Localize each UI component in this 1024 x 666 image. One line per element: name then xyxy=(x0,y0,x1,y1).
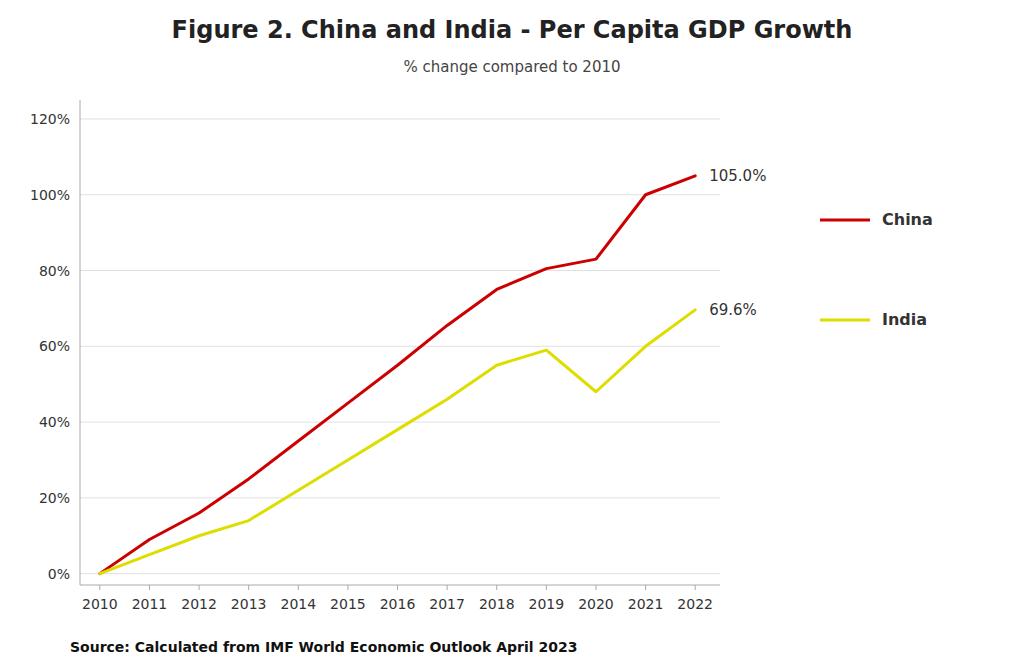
legend-swatch xyxy=(820,319,870,322)
y-tick-label: 60% xyxy=(39,338,70,354)
x-tick xyxy=(347,585,348,590)
y-tick-label: 100% xyxy=(30,187,70,203)
x-tick-label: 2016 xyxy=(380,596,416,612)
x-tick-label: 2015 xyxy=(330,596,366,612)
x-tick xyxy=(397,585,398,590)
grid-line xyxy=(80,270,720,271)
x-tick-label: 2018 xyxy=(479,596,515,612)
x-tick xyxy=(496,585,497,590)
y-tick-label: 0% xyxy=(48,566,70,582)
x-tick-label: 2014 xyxy=(280,596,316,612)
source-note: Source: Calculated from IMF World Econom… xyxy=(70,639,577,655)
lines xyxy=(100,176,695,574)
grid-line xyxy=(80,497,720,498)
x-axis-line xyxy=(80,585,720,586)
grid-line xyxy=(80,346,720,347)
subtitle: % change compared to 2010 xyxy=(403,58,620,76)
legend-label: India xyxy=(882,310,927,329)
x-tick xyxy=(248,585,249,590)
chart-svg: Figure 2. China and India - Per Capita G… xyxy=(0,0,1024,666)
y-tick-label: 120% xyxy=(30,111,70,127)
x-tick xyxy=(447,585,448,590)
end-label: 69.6% xyxy=(709,301,757,319)
x-tick-label: 2017 xyxy=(429,596,465,612)
x-tick-label: 2013 xyxy=(231,596,267,612)
y-tick-label: 40% xyxy=(39,414,70,430)
legend-label: China xyxy=(882,210,933,229)
x-tick xyxy=(298,585,299,590)
x-tick-label: 2022 xyxy=(677,596,713,612)
grid-line xyxy=(80,422,720,423)
title: Figure 2. China and India - Per Capita G… xyxy=(172,16,853,44)
background xyxy=(0,0,1024,666)
x-tick xyxy=(546,585,547,590)
y-axis-line xyxy=(80,100,81,585)
x-tick xyxy=(149,585,150,590)
x-tick xyxy=(645,585,646,590)
series-line xyxy=(100,310,695,574)
x-tick-label: 2012 xyxy=(181,596,217,612)
x-tick-label: 2019 xyxy=(529,596,565,612)
grid-line xyxy=(80,573,720,574)
legend-swatch xyxy=(820,219,870,222)
x-tick-label: 2011 xyxy=(132,596,168,612)
y-tick-label: 20% xyxy=(39,490,70,506)
grid-line xyxy=(80,118,720,119)
series-line xyxy=(100,176,695,574)
x-tick-label: 2020 xyxy=(578,596,614,612)
x-tick xyxy=(199,585,200,590)
x-tick-label: 2021 xyxy=(628,596,664,612)
legend: China India xyxy=(820,210,933,329)
x-tick-label: 2010 xyxy=(82,596,118,612)
x-tick xyxy=(99,585,100,590)
y-axis: 0% 20% 40% 60% 80% 100% 120% xyxy=(30,111,720,582)
y-tick-label: 80% xyxy=(39,263,70,279)
chart-container: Figure 2. China and India - Per Capita G… xyxy=(0,0,1024,666)
end-label: 105.0% xyxy=(709,167,766,185)
grid-line xyxy=(80,194,720,195)
x-tick xyxy=(695,585,696,590)
x-axis: 2010 2011 2012 2013 2014 2015 2016 2017 2018 2019… xyxy=(82,585,713,612)
x-tick xyxy=(595,585,596,590)
